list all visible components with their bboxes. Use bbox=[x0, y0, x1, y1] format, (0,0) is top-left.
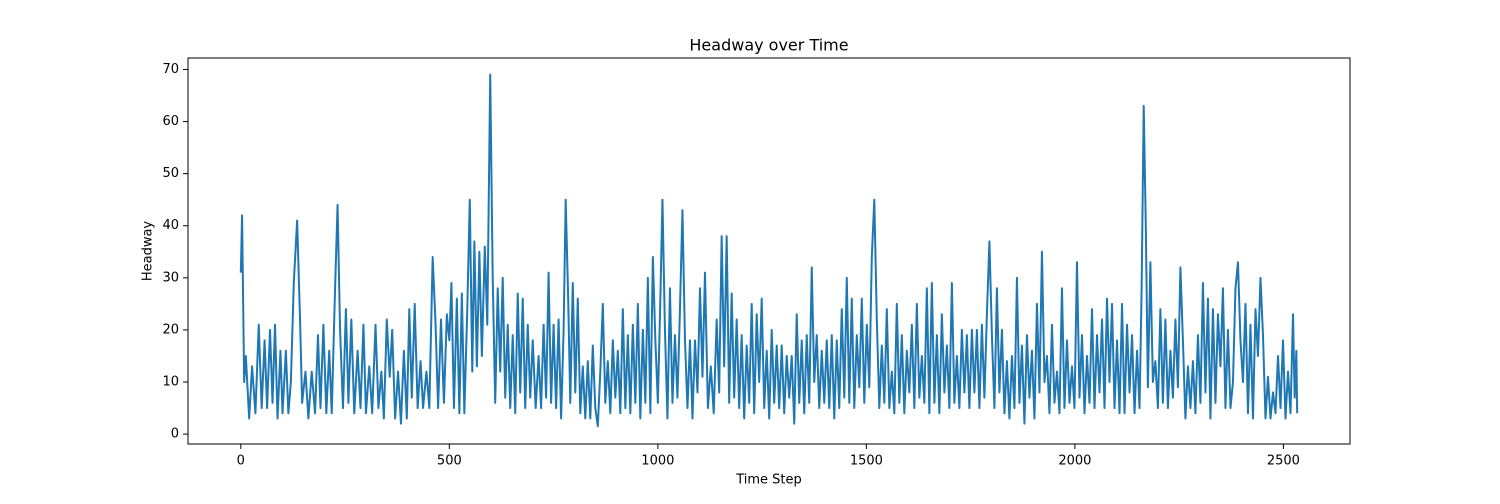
x-tick-label: 0 bbox=[237, 454, 245, 469]
x-tick-label: 1500 bbox=[850, 454, 883, 469]
y-axis-label: Headway bbox=[141, 221, 156, 282]
x-tick-label: 500 bbox=[437, 454, 462, 469]
y-tick-label: 20 bbox=[162, 322, 179, 337]
y-tick-label: 0 bbox=[171, 427, 179, 442]
y-tick-label: 40 bbox=[162, 218, 179, 233]
y-tick-label: 70 bbox=[162, 62, 179, 77]
y-tick-label: 50 bbox=[162, 166, 179, 181]
x-tick-label: 2000 bbox=[1058, 454, 1091, 469]
chart-title: Headway over Time bbox=[689, 36, 848, 55]
y-tick-label: 10 bbox=[162, 375, 179, 390]
plot-frame bbox=[187, 57, 1351, 445]
x-tick-label: 2500 bbox=[1267, 454, 1300, 469]
y-tick-label: 60 bbox=[162, 114, 179, 129]
data-line bbox=[239, 73, 1299, 428]
y-tick-label: 30 bbox=[162, 270, 179, 285]
x-tick-label: 1000 bbox=[641, 454, 674, 469]
x-axis-label: Time Step bbox=[735, 473, 802, 488]
